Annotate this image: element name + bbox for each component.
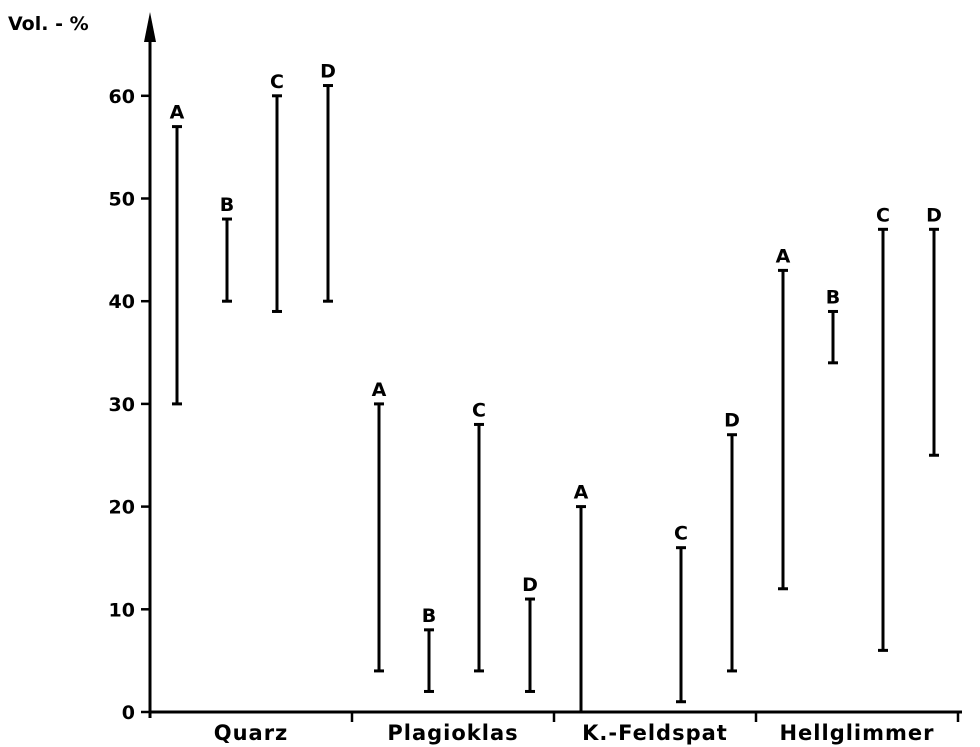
y-tick-label: 20 (109, 497, 135, 519)
y-tick-label: 30 (109, 394, 135, 416)
range-bars: A A A A B B B C C C C D D D D (170, 61, 942, 712)
y-ticks: 0 10 20 30 40 50 60 (109, 86, 150, 724)
y-tick-label: 40 (109, 291, 135, 313)
series-label: A (776, 245, 791, 267)
y-tick-label: 50 (109, 189, 135, 211)
y-axis-label: Vol. - % (8, 13, 89, 35)
series-label: C (876, 204, 890, 226)
series-label: D (724, 410, 740, 432)
series-label: B (422, 605, 436, 627)
y-axis-arrow (144, 12, 156, 42)
series-label: C (674, 523, 688, 545)
series-label: A (574, 482, 589, 504)
x-category-label: K.-Feldspat (582, 721, 728, 745)
series-label: A (372, 379, 387, 401)
series-label: D (522, 574, 538, 596)
y-tick-label: 60 (109, 86, 135, 108)
series-label: D (926, 204, 942, 226)
series-label: B (220, 194, 234, 216)
series-label: A (170, 102, 185, 124)
y-tick-label: 0 (122, 702, 135, 724)
x-categories: Quarz Plagioklas K.-Feldspat Hellglimmer (214, 712, 960, 745)
series-label: B (826, 286, 840, 308)
x-category-label: Quarz (214, 721, 289, 745)
series-label: C (270, 71, 284, 93)
axes (144, 12, 962, 718)
y-tick-label: 10 (109, 599, 135, 621)
series-label: C (472, 399, 486, 421)
x-category-label: Plagioklas (387, 721, 518, 745)
series-label: D (320, 61, 336, 83)
x-category-label: Hellglimmer (779, 721, 934, 745)
